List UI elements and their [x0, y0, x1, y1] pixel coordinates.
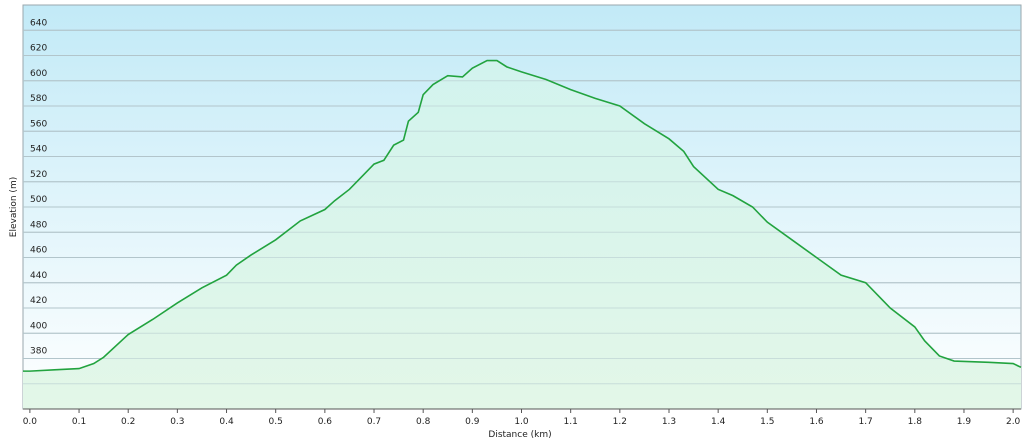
y-tick-label: 420	[30, 296, 47, 306]
y-tick-label: 580	[30, 94, 47, 104]
x-tick-label: 0.3	[170, 417, 184, 427]
y-tick-label: 400	[30, 321, 47, 331]
x-tick-label: 1.2	[613, 417, 627, 427]
x-tick-label: 1.4	[711, 417, 726, 427]
y-tick-label: 540	[30, 145, 47, 155]
elevation-line	[23, 59, 1022, 372]
x-tick-label: 0.4	[219, 417, 234, 427]
y-tick-label: 520	[30, 170, 47, 180]
y-tick-label: 560	[30, 119, 47, 129]
x-tick-label: 1.9	[957, 417, 972, 427]
x-tick-label: 1.5	[760, 417, 774, 427]
y-tick-label: 380	[30, 347, 47, 357]
x-tick-label: 1.6	[809, 417, 824, 427]
y-tick-label: 640	[30, 18, 47, 28]
x-tick-label: 2.0	[1006, 417, 1021, 427]
y-tick-label: 620	[30, 44, 47, 54]
y-tick-label: 600	[30, 69, 47, 79]
x-tick-label: 1.7	[858, 417, 872, 427]
x-axis-title: Distance (km)	[488, 430, 551, 440]
y-axis-title: Elevation (m)	[9, 177, 19, 237]
x-tick-label: 0.1	[72, 417, 86, 427]
y-tick-label: 440	[30, 271, 47, 281]
x-tick-label: 0.8	[416, 417, 431, 427]
x-tick-label: 0.9	[465, 417, 480, 427]
area-fill	[23, 60, 1021, 410]
x-tick-label: 1.0	[514, 417, 529, 427]
x-tick-label: 0.6	[318, 417, 333, 427]
x-tick-label: 0.5	[269, 417, 283, 427]
x-tick-label: 1.3	[662, 417, 676, 427]
x-tick-label: 0.0	[23, 417, 38, 427]
y-tick-label: 500	[30, 195, 47, 205]
x-tick-label: 0.2	[121, 417, 135, 427]
y-tick-label: 460	[30, 246, 47, 256]
x-tick-label: 0.7	[367, 417, 381, 427]
y-tick-label: 480	[30, 220, 47, 230]
x-tick-label: 1.8	[908, 417, 923, 427]
x-tick-label: 1.1	[564, 417, 578, 427]
